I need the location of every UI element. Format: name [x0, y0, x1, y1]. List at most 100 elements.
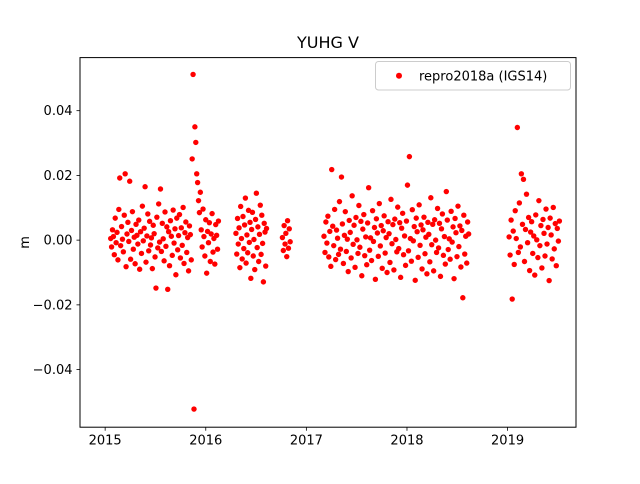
data-point — [522, 226, 529, 233]
data-point — [447, 256, 453, 262]
data-point — [136, 217, 142, 223]
data-point — [247, 219, 253, 226]
data-point — [367, 235, 374, 241]
data-point — [116, 206, 122, 213]
data-point — [434, 205, 441, 212]
data-point — [418, 222, 424, 228]
data-point — [363, 234, 369, 240]
data-point — [514, 124, 521, 131]
data-point — [424, 271, 430, 277]
data-point — [207, 258, 213, 265]
data-point — [157, 186, 164, 192]
data-point — [545, 224, 551, 231]
data-point — [432, 237, 439, 243]
data-point — [203, 217, 209, 223]
data-point — [381, 213, 387, 219]
data-point — [443, 188, 450, 195]
data-point — [184, 249, 190, 256]
data-point — [170, 207, 176, 213]
data-point — [408, 258, 415, 264]
data-point — [524, 240, 531, 246]
data-point — [451, 275, 457, 282]
data-point — [449, 239, 455, 245]
data-point — [113, 240, 119, 246]
data-point — [127, 178, 133, 184]
data-point — [178, 225, 185, 231]
data-point — [371, 224, 378, 231]
data-point — [544, 241, 550, 247]
data-point — [444, 217, 451, 223]
data-point — [166, 263, 173, 269]
data-point — [146, 218, 153, 225]
data-point — [527, 229, 534, 235]
data-point — [191, 406, 197, 412]
data-point — [518, 171, 525, 177]
y-tick-label: −0.02 — [33, 298, 73, 313]
data-point — [126, 238, 132, 245]
data-point — [128, 227, 135, 234]
data-point — [183, 219, 189, 225]
data-point — [521, 258, 528, 265]
data-point — [354, 237, 360, 243]
data-point — [414, 229, 420, 235]
data-point — [260, 279, 267, 285]
data-point — [357, 244, 363, 250]
data-point — [549, 256, 555, 262]
data-point — [125, 219, 131, 226]
data-point — [141, 225, 147, 231]
data-point — [284, 253, 290, 260]
data-point — [135, 241, 141, 247]
data-point — [396, 245, 402, 252]
data-point — [117, 242, 124, 249]
data-point — [353, 214, 359, 221]
data-point — [402, 262, 409, 269]
data-point — [118, 223, 125, 230]
data-point — [162, 209, 168, 215]
data-point — [155, 201, 162, 207]
data-point — [425, 219, 431, 226]
data-point — [430, 221, 436, 227]
data-point — [395, 204, 401, 210]
data-point — [193, 139, 199, 146]
data-point — [214, 246, 221, 252]
data-point — [334, 235, 341, 241]
data-point — [355, 250, 361, 257]
data-point — [239, 256, 245, 262]
data-point — [171, 240, 177, 246]
data-point — [259, 212, 265, 218]
data-point — [359, 273, 365, 279]
data-point — [366, 247, 373, 253]
data-point — [263, 225, 270, 232]
data-point — [279, 234, 286, 241]
data-point — [335, 251, 342, 258]
data-point — [386, 230, 392, 237]
data-point — [144, 233, 150, 239]
data-point — [123, 263, 129, 270]
data-point — [397, 274, 404, 281]
data-point — [332, 256, 339, 263]
data-point — [534, 237, 540, 243]
data-point — [213, 232, 220, 238]
data-point — [508, 217, 514, 223]
data-point — [122, 171, 128, 177]
data-point — [373, 216, 380, 222]
data-point — [362, 252, 368, 259]
data-point — [389, 240, 395, 247]
data-point — [375, 253, 381, 260]
data-point — [108, 244, 115, 250]
data-point — [188, 257, 194, 263]
data-point — [457, 223, 463, 229]
data-point — [333, 227, 340, 233]
data-point — [238, 235, 245, 242]
data-point — [533, 212, 539, 218]
y-tick-label: 0.04 — [44, 104, 73, 119]
data-point — [510, 228, 516, 234]
data-point — [109, 227, 116, 233]
data-point — [526, 267, 533, 274]
data-point — [164, 224, 170, 230]
data-point — [445, 246, 451, 253]
data-point — [540, 216, 546, 223]
data-point — [352, 264, 358, 271]
data-point — [452, 215, 458, 222]
data-point — [155, 245, 161, 251]
